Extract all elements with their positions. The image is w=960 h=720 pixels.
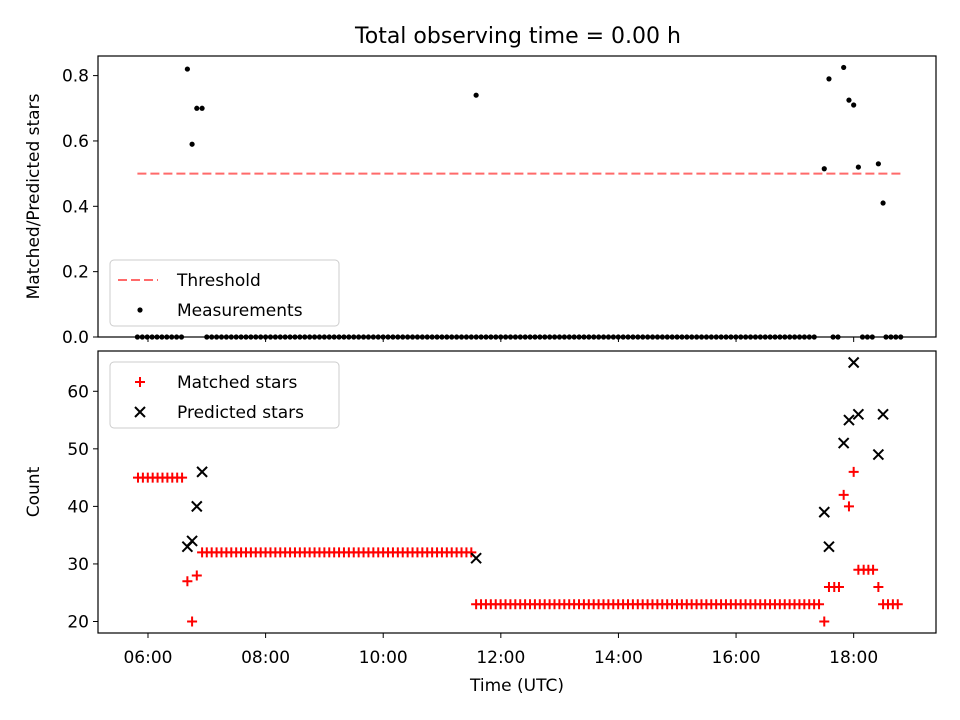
legend-matched-swatch: [135, 377, 145, 387]
legend-label: Measurements: [177, 301, 303, 321]
chart-title: Total observing time = 0.00 h: [354, 24, 681, 49]
matched-stars-point: [182, 576, 193, 587]
y-tick-label: 40: [67, 497, 89, 517]
measurements-point: [473, 92, 479, 98]
predicted-stars-point: [196, 466, 208, 478]
predicted-stars-point: [852, 408, 865, 421]
matched-stars-point: [814, 599, 825, 610]
y-tick-label: 0.0: [62, 328, 89, 348]
y-tick-label: 0.2: [62, 263, 89, 283]
legend-label: Threshold: [176, 271, 261, 291]
y-tick-label: 50: [67, 440, 89, 460]
measurements-point: [821, 166, 827, 172]
measurements-point: [851, 102, 857, 108]
x-tick-label: 10:00: [359, 648, 408, 668]
predicted-stars-point: [877, 408, 889, 421]
panel-count: 20 30 40 50 60 06:00 08:00 10:00 12:00 14:00 16:00…: [24, 350, 937, 696]
legend-label: Matched stars: [177, 373, 297, 393]
matched-stars-point: [838, 489, 849, 500]
legend-predicted-swatch: [134, 406, 146, 418]
legend: Matched stars Predicted stars: [109, 361, 340, 429]
legend-label: Predicted stars: [177, 403, 304, 423]
measurements-point: [880, 200, 886, 206]
y-tick-label: 0.4: [62, 197, 89, 217]
predicted-stars-point: [872, 448, 885, 461]
legend-box: [109, 361, 340, 429]
y-tick-label: 30: [67, 555, 89, 575]
predicted-stars-point: [470, 552, 482, 564]
measurements-point: [189, 141, 195, 147]
measurements-point: [199, 105, 205, 111]
measurements-point: [194, 105, 200, 111]
x-tick-label: 18:00: [829, 648, 878, 668]
matched-stars-point: [191, 570, 202, 581]
predicted-stars-point: [823, 540, 835, 553]
matched-stars-point: [466, 547, 477, 558]
plot-frame: [97, 55, 937, 338]
predicted-stars-point: [186, 535, 198, 547]
x-tick-label: 06:00: [123, 648, 172, 668]
y-tick-label: 60: [67, 382, 89, 402]
matched-stars-point: [177, 472, 188, 483]
matched-stars-point: [833, 581, 844, 592]
panel-ratio: 0.0 0.2 0.4 0.6 0.8 Matched/Predicted stars Th…: [24, 55, 937, 348]
predicted-stars-point: [818, 506, 830, 518]
legend: Threshold Measurements: [109, 259, 340, 327]
measurements-point: [841, 64, 847, 71]
matched-stars-point: [873, 581, 884, 592]
x-tick-label: 14:00: [594, 648, 643, 668]
x-axis-label: Time (UTC): [469, 676, 564, 696]
predicted-stars-point: [837, 437, 850, 449]
y-tick-label: 20: [67, 612, 89, 632]
matched-stars-point: [187, 616, 198, 627]
x-tick-label: 12:00: [476, 648, 525, 668]
matched-stars-point: [197, 547, 208, 558]
measurements-point: [875, 161, 881, 167]
x-tick-label: 08:00: [241, 648, 290, 668]
matched-stars-point: [843, 501, 854, 512]
matched-stars-point: [819, 616, 830, 627]
measurements-point: [826, 76, 832, 82]
matched-stars-point: [868, 564, 879, 575]
legend-box: [109, 259, 340, 327]
predicted-stars-point: [843, 414, 855, 426]
predicted-stars-point: [191, 500, 203, 513]
x-tick-label: 16:00: [712, 648, 761, 668]
y-axis-label: Matched/Predicted stars: [24, 93, 44, 299]
y-tick-label: 0.6: [62, 132, 89, 152]
y-tick-label: 0.8: [62, 67, 89, 87]
legend-measurements-swatch: [137, 307, 143, 313]
plot-frame: [97, 350, 937, 634]
measurements-point: [184, 66, 190, 72]
predicted-stars-point: [847, 356, 860, 369]
y-axis-label: Count: [24, 466, 44, 517]
measurements-point: [855, 164, 861, 170]
matched-stars-point: [848, 466, 859, 477]
measurements-point: [846, 97, 852, 103]
matched-stars-point: [892, 599, 903, 610]
